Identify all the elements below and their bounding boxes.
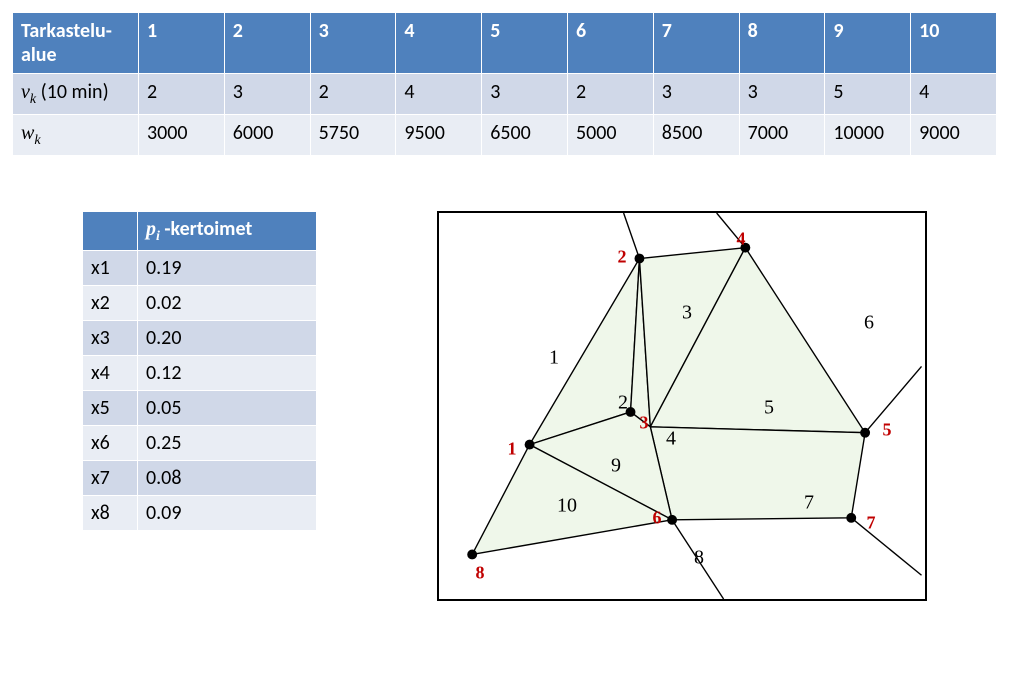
table-cell: 5000 — [567, 115, 653, 156]
table-cell: 9000 — [911, 115, 997, 156]
node-label: 8 — [476, 563, 485, 584]
row-label: wk — [13, 115, 139, 156]
table-row: x10.19 — [83, 251, 317, 286]
top-table-col: 3 — [310, 13, 396, 74]
region-label: 8 — [694, 547, 704, 570]
table-cell: 5 — [825, 74, 911, 115]
node-label: 5 — [883, 420, 892, 441]
region-label: 2 — [618, 392, 628, 415]
table-cell: 8500 — [653, 115, 739, 156]
table-cell: 7000 — [739, 115, 825, 156]
coef-key: x7 — [83, 461, 138, 496]
node-label: 1 — [508, 439, 517, 460]
table-cell: 6000 — [224, 115, 310, 156]
diagram-node — [634, 254, 644, 264]
diagram-node — [860, 428, 870, 438]
table-cell: 3 — [739, 74, 825, 115]
table-cell: 3 — [482, 74, 568, 115]
table-cell: 3 — [224, 74, 310, 115]
table-cell: 4 — [911, 74, 997, 115]
top-table-col: 6 — [567, 13, 653, 74]
table-row: x50.05 — [83, 391, 317, 426]
table-cell: 6500 — [482, 115, 568, 156]
network-diagram: 1234567812345678910 — [437, 211, 927, 601]
table-cell: 5750 — [310, 115, 396, 156]
diagram-polygon — [650, 427, 865, 520]
node-label: 7 — [867, 513, 876, 534]
coef-value: 0.08 — [138, 461, 317, 496]
coef-key: x1 — [83, 251, 138, 286]
top-table-col: 8 — [739, 13, 825, 74]
top-table-col: 10 — [911, 13, 997, 74]
top-table-col: 4 — [396, 13, 482, 74]
table-cell: 9500 — [396, 115, 482, 156]
coef-key: x3 — [83, 321, 138, 356]
top-table-col: 7 — [653, 13, 739, 74]
coef-header-row: pi -kertoimet — [83, 212, 317, 251]
coef-value: 0.19 — [138, 251, 317, 286]
diagram-node — [467, 550, 477, 560]
diagram-node — [525, 440, 535, 450]
top-table-col: 9 — [825, 13, 911, 74]
table-row: wk30006000575095006500500085007000100009… — [13, 115, 997, 156]
coef-value: 0.05 — [138, 391, 317, 426]
region-label: 3 — [682, 302, 692, 325]
top-table-header-label: Tarkastelu-alue — [13, 13, 139, 74]
table-cell: 3000 — [139, 115, 225, 156]
table-row: x20.02 — [83, 286, 317, 321]
region-label: 9 — [611, 455, 621, 478]
top-table-col: 5 — [482, 13, 568, 74]
table-cell: 3 — [653, 74, 739, 115]
region-label: 10 — [557, 495, 577, 518]
table-row: x30.20 — [83, 321, 317, 356]
coef-value: 0.02 — [138, 286, 317, 321]
table-row: x70.08 — [83, 461, 317, 496]
region-label: 1 — [549, 347, 559, 370]
node-label: 2 — [618, 247, 627, 268]
table-row: vk (10 min)2324323354 — [13, 74, 997, 115]
coef-key: x5 — [83, 391, 138, 426]
top-table-col: 2 — [224, 13, 310, 74]
table-cell: 2 — [567, 74, 653, 115]
diagram-svg — [439, 213, 925, 599]
table-row: x80.09 — [83, 496, 317, 531]
coef-key: x8 — [83, 496, 138, 531]
coef-key: x4 — [83, 356, 138, 391]
node-label: 3 — [640, 413, 649, 434]
region-label: 7 — [804, 492, 814, 515]
table-row: x40.12 — [83, 356, 317, 391]
table-cell: 2 — [310, 74, 396, 115]
diagram-node — [667, 515, 677, 525]
region-label: 5 — [764, 397, 774, 420]
top-data-table: Tarkastelu-alue 1 2 3 4 5 6 7 8 9 10 vk … — [12, 12, 997, 156]
coef-header-blank — [83, 212, 138, 251]
row-label: vk (10 min) — [13, 74, 139, 115]
coef-key: x2 — [83, 286, 138, 321]
diagram-node — [846, 513, 856, 523]
coef-header-label: pi -kertoimet — [138, 212, 317, 251]
table-row: x60.25 — [83, 426, 317, 461]
region-label: 4 — [666, 428, 676, 451]
node-label: 6 — [653, 508, 662, 529]
coef-value: 0.12 — [138, 356, 317, 391]
node-label: 4 — [737, 229, 746, 250]
coef-value: 0.25 — [138, 426, 317, 461]
coef-value: 0.09 — [138, 496, 317, 531]
top-table-col: 1 — [139, 13, 225, 74]
region-label: 6 — [864, 312, 874, 335]
diagram-edge — [851, 518, 921, 575]
table-cell: 10000 — [825, 115, 911, 156]
diagram-edge — [865, 366, 921, 432]
top-table-header-row: Tarkastelu-alue 1 2 3 4 5 6 7 8 9 10 — [13, 13, 997, 74]
table-cell: 2 — [139, 74, 225, 115]
table-cell: 4 — [396, 74, 482, 115]
coef-value: 0.20 — [138, 321, 317, 356]
coef-key: x6 — [83, 426, 138, 461]
coefficient-table: pi -kertoimet x10.19x20.02x30.20x40.12x5… — [82, 211, 317, 531]
